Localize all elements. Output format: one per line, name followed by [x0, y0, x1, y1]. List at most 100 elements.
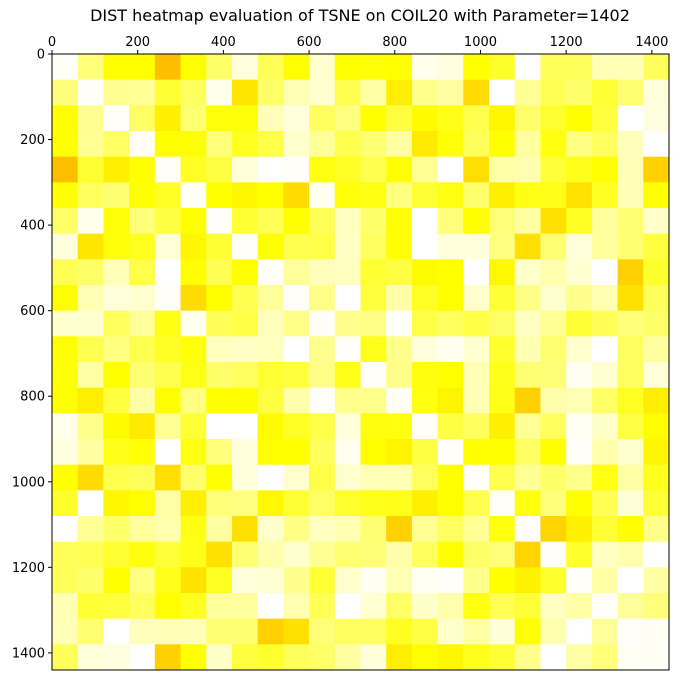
heatmap-cell	[129, 387, 156, 414]
heatmap-cell	[360, 439, 387, 466]
heatmap-cell	[129, 310, 156, 337]
heatmap-cell	[231, 285, 259, 312]
heatmap-cell	[566, 105, 593, 132]
heatmap-cell	[309, 593, 336, 620]
heatmap-cell	[180, 516, 207, 543]
heatmap-cell	[231, 310, 259, 337]
heatmap-cell	[514, 131, 541, 158]
heatmap-cell	[566, 439, 593, 466]
heatmap-cell	[77, 310, 104, 337]
heatmap-cell	[566, 54, 593, 81]
heatmap-cell	[643, 336, 670, 363]
heatmap-cell	[386, 285, 413, 312]
heatmap-cell	[52, 464, 79, 491]
heatmap-cell	[206, 105, 233, 132]
heatmap-cell	[154, 593, 181, 620]
heatmap-cell	[103, 156, 130, 183]
plot-frame	[51, 53, 670, 671]
heatmap-cell	[566, 541, 593, 568]
heatmap-cell	[129, 79, 156, 106]
heatmap-cell	[386, 362, 413, 389]
heatmap-cells	[52, 54, 670, 671]
heatmap-cell	[154, 541, 181, 568]
heatmap-cell	[257, 567, 284, 594]
heatmap-cell	[309, 464, 336, 491]
heatmap-cell	[52, 336, 79, 363]
heatmap-cell	[309, 285, 336, 312]
heatmap-cell	[566, 413, 593, 440]
heatmap-cell	[154, 567, 181, 594]
heatmap-cell	[154, 464, 181, 491]
heatmap-cell	[77, 208, 104, 235]
heatmap-cell	[514, 54, 541, 81]
heatmap-cell	[231, 644, 259, 671]
heatmap-cell	[309, 182, 336, 209]
heatmap-cell	[103, 413, 130, 440]
heatmap-cell	[489, 131, 516, 158]
heatmap-cell	[617, 336, 644, 363]
heatmap-cell	[643, 362, 670, 389]
heatmap-cell	[52, 79, 79, 106]
heatmap-cell	[77, 131, 104, 158]
heatmap-cell	[437, 516, 464, 543]
heatmap-cell	[283, 464, 310, 491]
heatmap-cell	[617, 387, 644, 414]
heatmap-cell	[309, 644, 336, 671]
heatmap-cell	[103, 79, 130, 106]
heatmap-cell	[591, 131, 618, 158]
heatmap-cell	[257, 644, 284, 671]
heatmap-cell	[129, 593, 156, 620]
heatmap-cell	[437, 362, 464, 389]
heatmap-cell	[591, 618, 618, 645]
heatmap-cell	[514, 439, 541, 466]
heatmap-cell	[283, 259, 310, 286]
heatmap-cell	[180, 541, 207, 568]
heatmap-cell	[591, 310, 618, 337]
heatmap-cell	[411, 156, 439, 183]
heatmap-cell	[566, 79, 593, 106]
heatmap-cell	[437, 79, 464, 106]
heatmap-cell	[129, 156, 156, 183]
heatmap-cell	[540, 259, 567, 286]
heatmap-cell	[411, 593, 439, 620]
heatmap-cell	[206, 593, 233, 620]
heatmap-cell	[566, 464, 593, 491]
heatmap-cell	[386, 156, 413, 183]
heatmap-cell	[386, 259, 413, 286]
heatmap-cell	[52, 516, 79, 543]
heatmap-cell	[334, 618, 361, 645]
heatmap-cell	[154, 79, 181, 106]
heatmap-cell	[231, 233, 259, 260]
heatmap-cell	[566, 387, 593, 414]
heatmap-cell	[334, 387, 361, 414]
heatmap-cell	[437, 310, 464, 337]
heatmap-cell	[643, 439, 670, 466]
heatmap-cell	[257, 387, 284, 414]
heatmap-cell	[514, 567, 541, 594]
heatmap-cell	[360, 182, 387, 209]
heatmap-cell	[103, 362, 130, 389]
heatmap-cell	[231, 541, 259, 568]
heatmap-cell	[360, 336, 387, 363]
heatmap-cell	[566, 156, 593, 183]
heatmap-cell	[52, 105, 79, 132]
heatmap-cell	[129, 439, 156, 466]
heatmap-cell	[617, 541, 644, 568]
heatmap-cell	[411, 387, 439, 414]
heatmap-cell	[489, 79, 516, 106]
heatmap-cell	[514, 618, 541, 645]
heatmap-cell	[77, 285, 104, 312]
heatmap-cell	[77, 54, 104, 81]
heatmap-cell	[437, 567, 464, 594]
heatmap-cell	[334, 208, 361, 235]
heatmap-cell	[437, 593, 464, 620]
heatmap-cell	[591, 413, 618, 440]
heatmap-cell	[514, 310, 541, 337]
heatmap-cell	[566, 233, 593, 260]
heatmap-cell	[643, 310, 670, 337]
heatmap-cell	[617, 105, 644, 132]
heatmap-cell	[180, 285, 207, 312]
heatmap-cell	[643, 182, 670, 209]
heatmap-cell	[206, 567, 233, 594]
y-tick-label: 600	[20, 304, 45, 319]
